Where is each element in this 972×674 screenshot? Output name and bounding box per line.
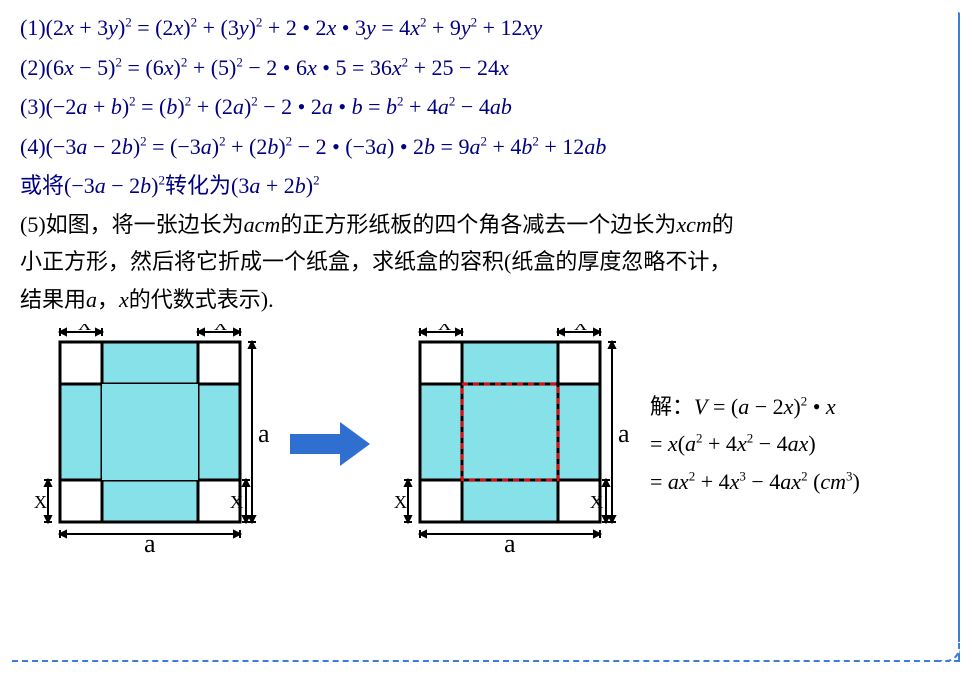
solution-block: 解：V = (a − 2x)2 • x = x(a2 + 4x2 − 4ax) … xyxy=(650,388,860,500)
solution-step-1: 解：V = (a − 2x)2 • x xyxy=(650,388,860,425)
label-a: a xyxy=(144,529,156,558)
label-x: X xyxy=(394,492,407,512)
equation-3: (3)(−2a + b)2 = (b)2 + (2a)2 − 2 • 2a • … xyxy=(20,87,952,127)
label-x: X xyxy=(590,492,603,512)
label-a: a xyxy=(618,419,630,448)
label-x: X xyxy=(214,324,227,334)
solution-step-3: = ax2 + 4x3 − 4ax2 (cm3) xyxy=(650,463,860,500)
problem-line-1: (5)如图，将一张边长为acm的正方形纸板的四个角各减去一个边长为xcm的 xyxy=(20,206,952,243)
equation-5-note: 或将(−3a − 2b)2转化为(3a + 2b)2 xyxy=(20,166,952,206)
label-x: X xyxy=(438,324,451,334)
slide-border-right xyxy=(958,12,960,662)
figure-row: X X a X X xyxy=(30,324,952,564)
slide-border-bottom xyxy=(12,660,960,662)
equation-1: (1)(2x + 3y)2 = (2x)2 + (3y)2 + 2 • 2x •… xyxy=(20,8,952,48)
arrow-icon xyxy=(290,414,370,474)
label-x: X xyxy=(574,324,587,334)
label-a: a xyxy=(504,529,516,558)
slide: (1)(2x + 3y)2 = (2x)2 + (3y)2 + 2 • 2x •… xyxy=(0,0,972,674)
equation-4: (4)(−3a − 2b)2 = (−3a)2 + (2b)2 − 2 • (−… xyxy=(20,127,952,167)
label-x: X xyxy=(78,324,91,334)
label-x: X xyxy=(230,492,243,512)
equation-2: (2)(6x − 5)2 = (6x)2 + (5)2 − 2 • 6x • 5… xyxy=(20,48,952,88)
label-a: a xyxy=(258,419,270,448)
problem-line-2: 小正方形，然后将它折成一个纸盒，求纸盒的容积(纸盒的厚度忽略不计， xyxy=(20,243,952,280)
problem-line-3: 结果用a，x的代数式表示). xyxy=(20,281,952,318)
solution-step-2: = x(a2 + 4x2 − 4ax) xyxy=(650,425,860,462)
figure-folded: X X a X X xyxy=(390,324,630,564)
figure-unfolded: X X a X X xyxy=(30,324,270,564)
label-x: X xyxy=(34,492,47,512)
slide-corner xyxy=(940,642,960,662)
